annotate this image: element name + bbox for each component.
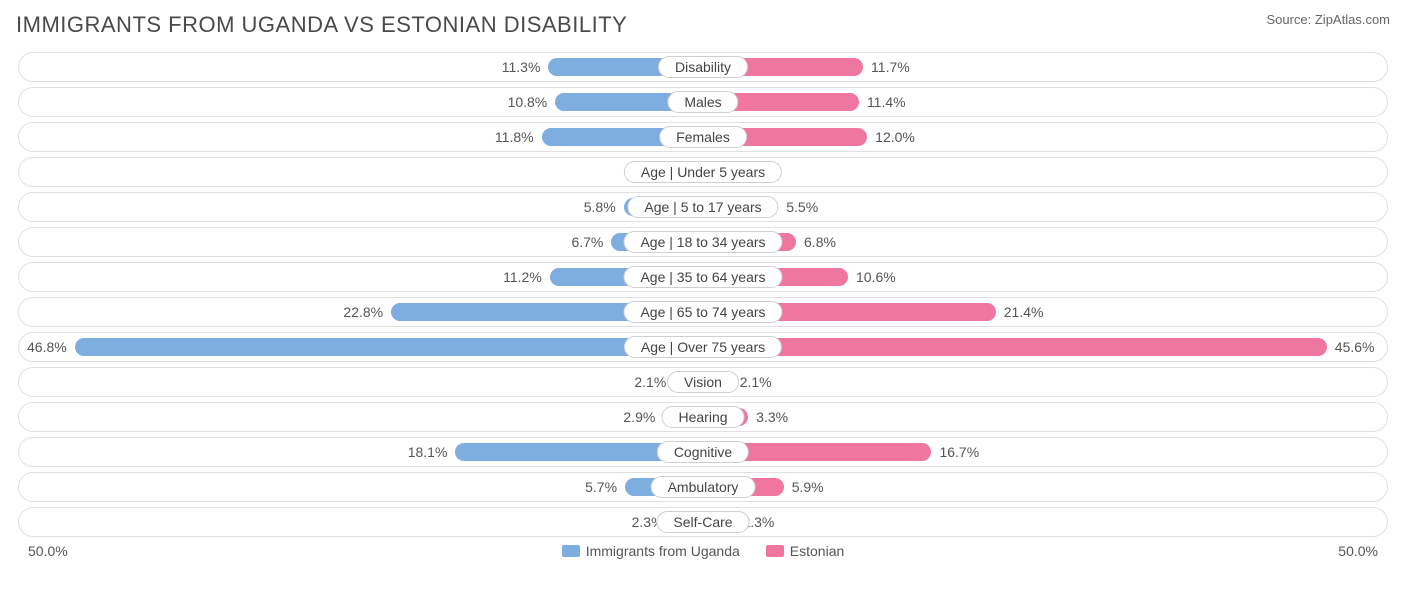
- category-pill: Males: [667, 91, 738, 113]
- category-pill: Cognitive: [657, 441, 749, 463]
- chart-row: 2.1%2.1%Vision: [18, 367, 1388, 397]
- category-pill: Age | 5 to 17 years: [627, 196, 778, 218]
- row-right-half: 2.1%: [703, 368, 1387, 396]
- row-right-half: 45.6%: [703, 333, 1387, 361]
- left-value-label: 6.7%: [563, 234, 611, 250]
- left-value-label: 5.8%: [576, 199, 624, 215]
- chart-row: 2.9% 3.3%Hearing: [18, 402, 1388, 432]
- diverging-bar-chart: 11.3% 11.7% Disability 10.8% 11.4% Males 11.8%…: [18, 52, 1388, 537]
- category-pill: Ambulatory: [651, 476, 756, 498]
- row-left-half: 46.8%: [19, 333, 703, 361]
- chart-title: IMMIGRANTS FROM UGANDA VS ESTONIAN DISAB…: [16, 12, 627, 38]
- row-right-half: 5.9%: [703, 473, 1387, 501]
- row-left-half: 2.9%: [19, 403, 703, 431]
- right-value-label: 21.4%: [996, 304, 1052, 320]
- chart-row: 46.8% 45.6% Age | Over 75 years: [18, 332, 1388, 362]
- right-value-label: 11.7%: [863, 59, 918, 75]
- legend-label-left: Immigrants from Uganda: [586, 543, 740, 559]
- category-pill: Age | 35 to 64 years: [623, 266, 782, 288]
- legend-swatch-right: [766, 545, 784, 557]
- right-value-label: 5.5%: [778, 199, 826, 215]
- row-right-half: 21.4%: [703, 298, 1387, 326]
- right-value-label: 45.6%: [1327, 339, 1383, 355]
- category-pill: Disability: [658, 56, 748, 78]
- legend: Immigrants from Uganda Estonian: [562, 543, 845, 559]
- right-bar: [703, 338, 1327, 356]
- category-pill: Females: [659, 126, 747, 148]
- row-right-half: 11.7%: [703, 53, 1387, 81]
- row-right-half: 10.6%: [703, 263, 1387, 291]
- row-right-half: 1.5%: [703, 158, 1387, 186]
- chart-row: 5.8% 5.5%Age | 5 to 17 years: [18, 192, 1388, 222]
- row-left-half: 5.7%: [19, 473, 703, 501]
- chart-row: 6.7% 6.8% Age | 18 to 34 years: [18, 227, 1388, 257]
- chart-container: IMMIGRANTS FROM UGANDA VS ESTONIAN DISAB…: [0, 0, 1406, 612]
- row-left-half: 6.7%: [19, 228, 703, 256]
- row-left-half: 11.8%: [19, 123, 703, 151]
- row-right-half: 2.3%: [703, 508, 1387, 536]
- chart-row: 5.7% 5.9% Ambulatory: [18, 472, 1388, 502]
- chart-row: 22.8% 21.4% Age | 65 to 74 years: [18, 297, 1388, 327]
- row-left-half: 11.3%: [19, 53, 703, 81]
- left-value-label: 11.3%: [494, 59, 549, 75]
- chart-row: 10.8% 11.4% Males: [18, 87, 1388, 117]
- category-pill: Age | Under 5 years: [624, 161, 782, 183]
- legend-label-right: Estonian: [790, 543, 844, 559]
- row-right-half: 12.0%: [703, 123, 1387, 151]
- right-value-label: 6.8%: [796, 234, 844, 250]
- row-left-half: 10.8%: [19, 88, 703, 116]
- chart-row: 11.8% 12.0% Females: [18, 122, 1388, 152]
- row-left-half: 1.1%: [19, 158, 703, 186]
- left-value-label: 11.8%: [487, 129, 542, 145]
- row-right-half: 11.4%: [703, 88, 1387, 116]
- category-pill: Hearing: [661, 406, 744, 428]
- right-value-label: 3.3%: [748, 409, 796, 425]
- left-value-label: 18.1%: [400, 444, 456, 460]
- legend-item-right: Estonian: [766, 543, 844, 559]
- legend-swatch-left: [562, 545, 580, 557]
- axis-max-right: 50.0%: [1338, 543, 1378, 559]
- right-value-label: 10.6%: [848, 269, 904, 285]
- row-left-half: 11.2%: [19, 263, 703, 291]
- row-left-half: 2.3%: [19, 508, 703, 536]
- category-pill: Age | Over 75 years: [624, 336, 782, 358]
- left-value-label: 5.7%: [577, 479, 625, 495]
- left-value-label: 22.8%: [335, 304, 391, 320]
- category-pill: Self-Care: [656, 511, 749, 533]
- row-left-half: 5.8%: [19, 193, 703, 221]
- right-value-label: 5.9%: [784, 479, 832, 495]
- left-value-label: 10.8%: [500, 94, 556, 110]
- left-value-label: 11.2%: [495, 269, 550, 285]
- row-left-half: 18.1%: [19, 438, 703, 466]
- right-value-label: 16.7%: [931, 444, 987, 460]
- right-value-label: 12.0%: [867, 129, 923, 145]
- category-pill: Vision: [667, 371, 739, 393]
- chart-row: 2.3%2.3%Self-Care: [18, 507, 1388, 537]
- chart-row: 11.2% 10.6% Age | 35 to 64 years: [18, 262, 1388, 292]
- row-right-half: 6.8%: [703, 228, 1387, 256]
- chart-row: 1.1%1.5%Age | Under 5 years: [18, 157, 1388, 187]
- chart-footer: 50.0% Immigrants from Uganda Estonian 50…: [16, 543, 1390, 559]
- right-value-label: 11.4%: [859, 94, 914, 110]
- row-right-half: 3.3%: [703, 403, 1387, 431]
- row-left-half: 2.1%: [19, 368, 703, 396]
- category-pill: Age | 65 to 74 years: [623, 301, 782, 323]
- chart-row: 18.1% 16.7% Cognitive: [18, 437, 1388, 467]
- chart-row: 11.3% 11.7% Disability: [18, 52, 1388, 82]
- left-value-label: 46.8%: [19, 339, 75, 355]
- legend-item-left: Immigrants from Uganda: [562, 543, 740, 559]
- category-pill: Age | 18 to 34 years: [623, 231, 782, 253]
- header: IMMIGRANTS FROM UGANDA VS ESTONIAN DISAB…: [16, 12, 1390, 38]
- source-attribution: Source: ZipAtlas.com: [1266, 12, 1390, 27]
- row-right-half: 5.5%: [703, 193, 1387, 221]
- row-right-half: 16.7%: [703, 438, 1387, 466]
- axis-max-left: 50.0%: [28, 543, 68, 559]
- left-value-label: 2.9%: [615, 409, 663, 425]
- left-bar: [75, 338, 703, 356]
- row-left-half: 22.8%: [19, 298, 703, 326]
